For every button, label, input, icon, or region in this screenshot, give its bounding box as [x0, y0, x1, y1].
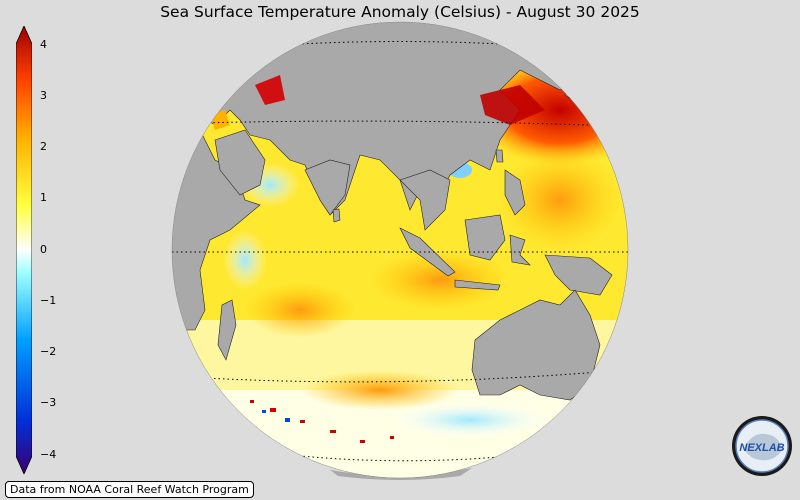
colorbar-tick-label: −3 — [40, 396, 57, 409]
nexlab-logo-icon: NEXLAB — [732, 416, 792, 476]
indochina-land — [399, 169, 451, 231]
sumatra-land — [399, 227, 456, 277]
madagascar-land — [217, 299, 237, 361]
colorbar-tick-label: −1 — [40, 294, 57, 307]
borneo-land — [464, 214, 506, 261]
new-guinea-land — [544, 254, 613, 296]
colorbar-tick-label: −2 — [40, 345, 57, 358]
australia-land — [471, 289, 601, 401]
colorbar-tick-label: −4 — [40, 448, 57, 461]
india-land — [304, 159, 351, 216]
logo-text: NEXLAB — [739, 442, 784, 454]
sri-lanka-land — [332, 208, 341, 223]
eurasia-land — [172, 22, 628, 216]
colorbar-tick-label: 0 — [40, 243, 47, 256]
arabia-land — [214, 129, 266, 196]
colorbar-tick-label: 1 — [40, 191, 47, 204]
colorbar-tick-label: 2 — [40, 140, 47, 153]
java-land — [454, 279, 501, 291]
colorbar-tick-label: 3 — [40, 89, 47, 102]
map-title: Sea Surface Temperature Anomaly (Celsius… — [160, 3, 640, 21]
data-source-note: Data from NOAA Coral Reef Watch Program — [5, 481, 254, 498]
africa-land — [172, 119, 261, 331]
colorbar-tick-label: 4 — [40, 38, 47, 51]
taiwan-land — [495, 149, 504, 163]
antarctica-land — [330, 468, 472, 480]
philippines-land — [504, 169, 526, 216]
colorbar — [16, 26, 32, 474]
sulawesi-land — [509, 234, 531, 266]
